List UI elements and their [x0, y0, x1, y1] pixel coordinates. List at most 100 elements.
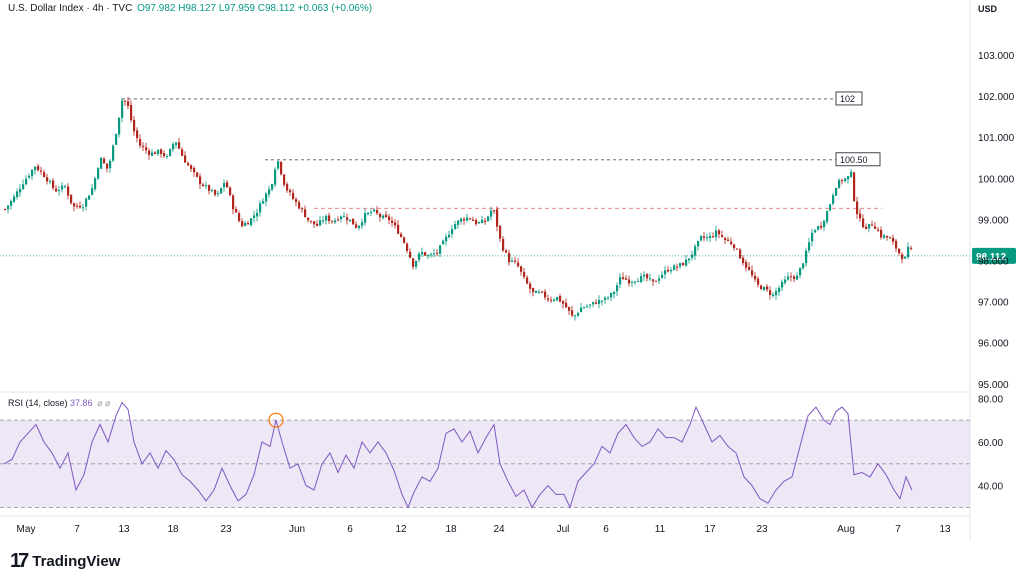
candle-body: [661, 274, 664, 278]
candle-body: [301, 208, 304, 210]
candle-body: [286, 184, 289, 191]
candle-body: [493, 210, 496, 212]
candle-body: [118, 117, 121, 135]
candle-body: [688, 258, 691, 261]
candle-body: [388, 216, 391, 221]
candle-body: [619, 277, 622, 285]
candle-body: [178, 142, 181, 149]
candle-body: [280, 161, 283, 175]
candle-body: [199, 176, 202, 185]
candle-body: [571, 310, 574, 316]
symbol-legend[interactable]: U.S. Dollar Index · 4h · TVC O97.982 H98…: [8, 3, 372, 14]
candle-body: [40, 170, 43, 172]
candle-body: [112, 145, 115, 161]
candle-body: [742, 257, 745, 264]
candle-body: [817, 226, 820, 230]
candle-body: [523, 272, 526, 277]
candle-body: [397, 224, 400, 234]
tradingview-logo[interactable]: 17 TradingView: [10, 549, 121, 572]
candle-body: [526, 277, 529, 284]
candle-body: [130, 104, 133, 121]
candle-body: [505, 250, 508, 253]
candle-body: [310, 220, 313, 222]
candle-body: [376, 210, 379, 214]
candle-body: [520, 266, 523, 272]
candle-body: [325, 216, 328, 221]
price-tick-label: 100.000: [978, 174, 1015, 185]
candle-body: [721, 234, 724, 237]
time-tick-label: May: [17, 524, 36, 535]
time-tick-label: 18: [167, 524, 179, 535]
candle-body: [625, 278, 628, 280]
rsi-legend[interactable]: RSI (14, close) 37.86 ⌀ ⌀: [8, 398, 110, 409]
candle-body: [109, 160, 112, 169]
candle-body: [907, 246, 910, 257]
candle-body: [115, 133, 118, 145]
candle-body: [583, 307, 586, 309]
candle-body: [508, 252, 511, 263]
candle-body: [865, 226, 868, 230]
candle-body: [847, 176, 850, 180]
candle-body: [640, 276, 643, 283]
candle-body: [127, 101, 130, 106]
candle-body: [250, 218, 253, 226]
time-tick-label: 23: [220, 524, 232, 535]
price-tick-label: 98.000: [978, 256, 1009, 267]
candle-body: [682, 262, 685, 266]
candle-body: [763, 286, 766, 291]
candle-body: [229, 187, 232, 196]
candle-body: [103, 158, 106, 164]
candle-body: [97, 168, 100, 179]
candle-body: [607, 297, 610, 299]
candle-body: [790, 276, 793, 278]
candle-body: [172, 143, 175, 150]
candle-body: [877, 229, 880, 231]
candle-body: [628, 279, 631, 284]
candle-body: [343, 216, 346, 218]
candle-body: [295, 199, 298, 203]
candle-body: [703, 236, 706, 238]
candle-body: [274, 169, 277, 185]
candle-body: [766, 286, 769, 290]
candle-body: [106, 163, 109, 169]
candle-body: [166, 156, 169, 158]
candle-body: [778, 287, 781, 292]
candlestick-series: [4, 96, 913, 321]
candle-body: [151, 152, 154, 156]
candle-body: [472, 219, 475, 221]
candle-body: [724, 237, 727, 241]
candle-body: [727, 239, 730, 242]
candle-body: [751, 270, 754, 276]
candle-body: [121, 100, 124, 118]
candle-body: [202, 184, 205, 186]
candle-body: [22, 184, 25, 190]
candle-body: [808, 242, 811, 251]
candle-body: [580, 307, 583, 313]
candle-body: [697, 240, 700, 247]
candle-body: [133, 119, 136, 132]
tradingview-wordmark: TradingView: [32, 552, 121, 570]
candle-body: [658, 278, 661, 281]
candle-body: [67, 186, 70, 196]
candle-body: [160, 149, 163, 155]
candle-body: [337, 219, 340, 221]
candle-body: [463, 218, 466, 221]
time-tick-label: 13: [939, 524, 951, 535]
candle-body: [691, 254, 694, 258]
currency-label[interactable]: USD: [978, 4, 998, 14]
candle-body: [685, 259, 688, 266]
tradingview-logo-icon: 17: [10, 549, 29, 572]
level-label: 102: [840, 94, 855, 104]
candle-body: [910, 247, 913, 249]
candle-body: [319, 220, 322, 226]
candle-body: [457, 220, 460, 225]
rsi-line: [3, 401, 913, 509]
candle-body: [826, 211, 829, 222]
time-tick-label: 7: [895, 524, 901, 535]
candle-body: [181, 149, 184, 156]
candle-body: [361, 222, 364, 226]
candle-body: [355, 224, 358, 228]
candle-body: [481, 219, 484, 224]
rsi-peak-marker: [268, 412, 284, 428]
